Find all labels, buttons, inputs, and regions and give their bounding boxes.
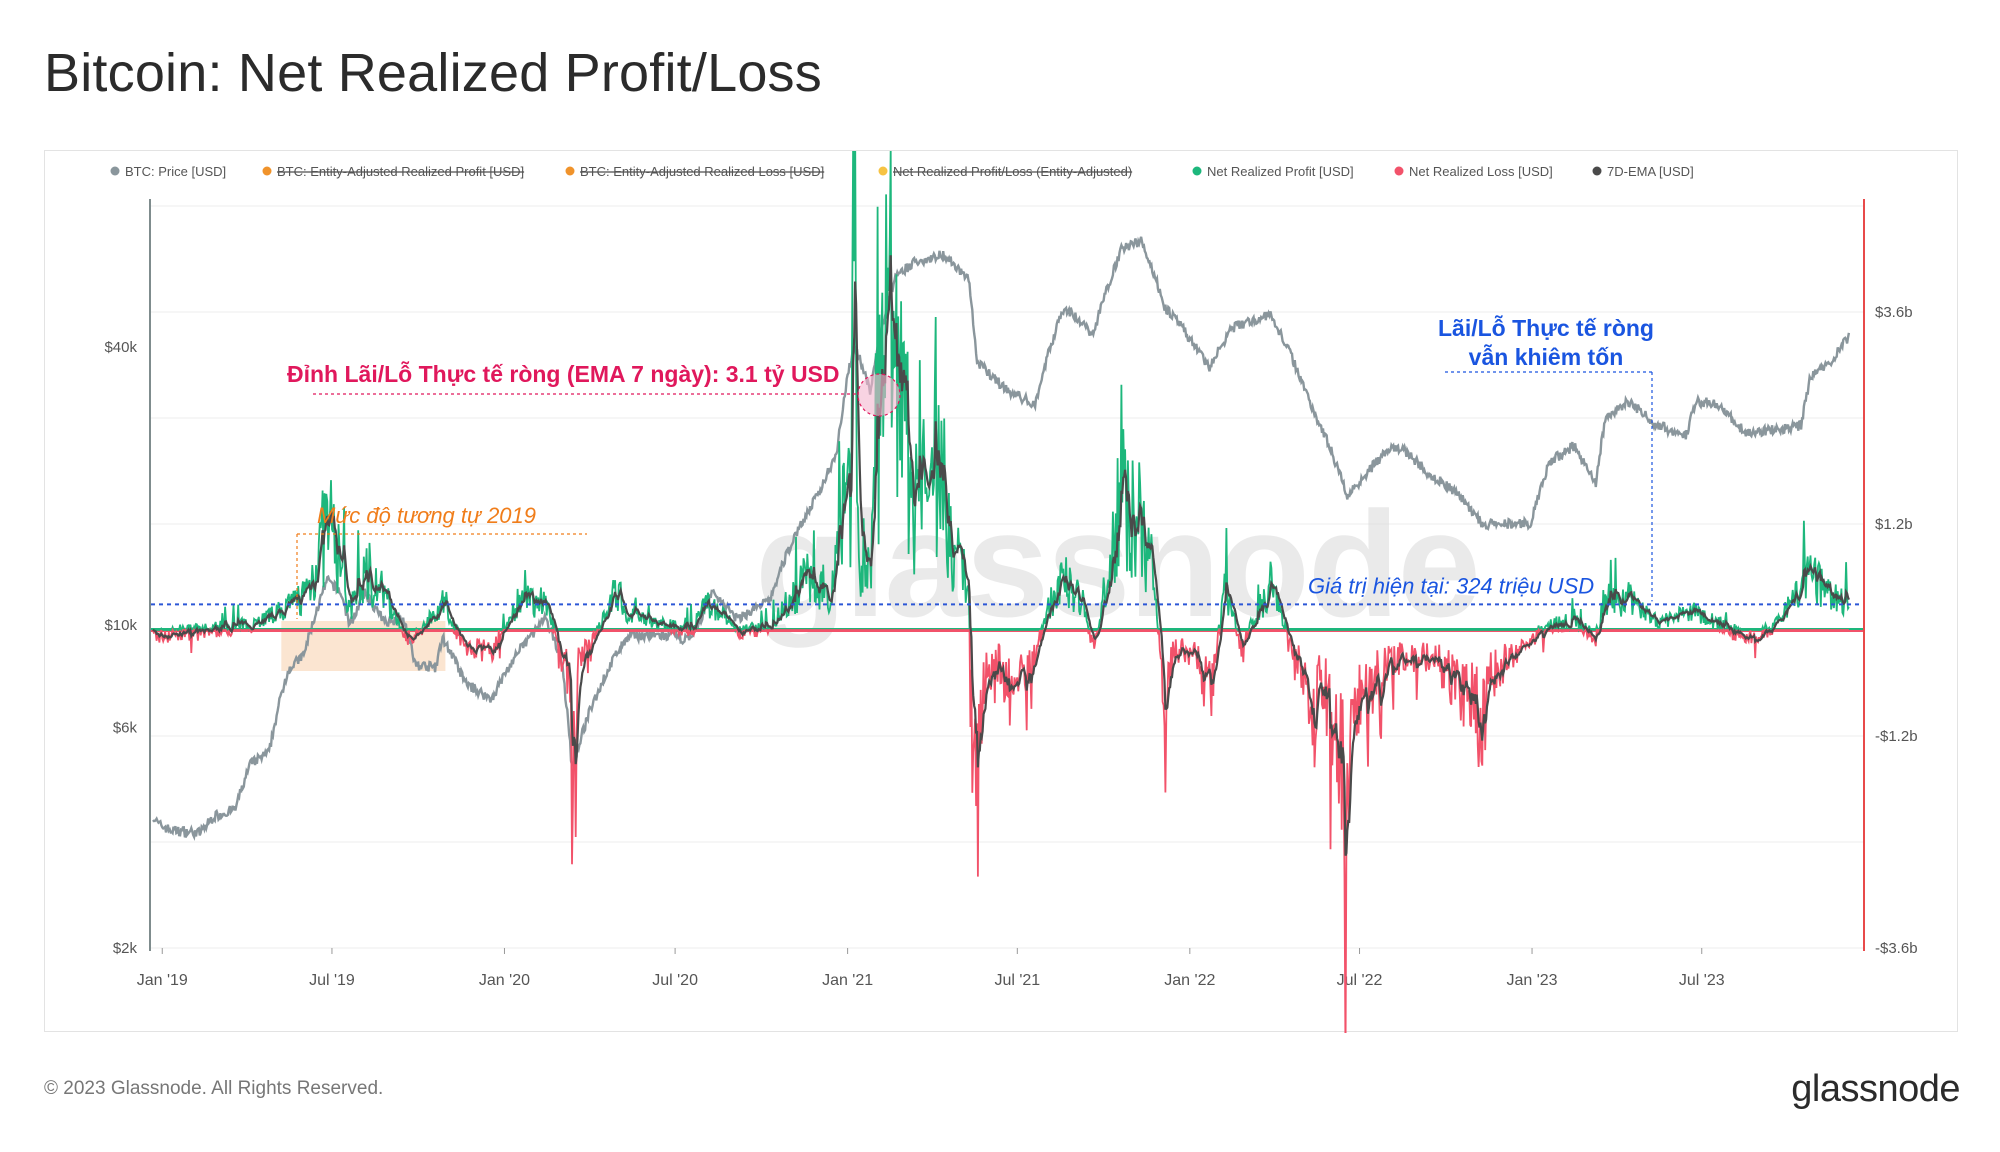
x-axis-tick-label: Jan '23 (1506, 972, 1557, 989)
x-axis-tick-label: Jan '19 (137, 972, 188, 989)
x-axis-tick-label: Jul '20 (652, 972, 698, 989)
annotation-peak-text: Đỉnh Lãi/Lỗ Thực tế ròng (EMA 7 ngày): 3… (287, 360, 840, 387)
legend-label: 7D-EMA [USD] (1607, 164, 1694, 179)
legend-swatch (1394, 166, 1404, 176)
legend-item[interactable]: 7D-EMA [USD] (1592, 164, 1694, 179)
legend-item[interactable]: BTC: Entity-Adjusted Realized Profit [US… (262, 164, 525, 179)
x-axis-tick-label: Jan '22 (1164, 972, 1215, 989)
copyright-text: © 2023 Glassnode. All Rights Reserved. (44, 1078, 384, 1099)
legend-item[interactable]: Net Realized Loss [USD] (1394, 164, 1553, 179)
annotation-peak-marker (857, 373, 901, 417)
legend-swatch (262, 166, 272, 176)
series-line-7d-ema (152, 255, 1850, 856)
legend-label: BTC: Entity-Adjusted Realized Profit [US… (277, 164, 524, 179)
legend-item[interactable]: Net Realized Profit/Loss (Entity-Adjuste… (878, 164, 1133, 179)
annotation-current-value-text: Giá trị hiện tại: 324 triệu USD (1308, 573, 1594, 598)
legend-label: Net Realized Profit/Loss (Entity-Adjuste… (893, 164, 1132, 179)
left-axis-tick-label: $6k (113, 720, 138, 737)
legend-label: Net Realized Loss [USD] (1409, 164, 1553, 179)
legend-item[interactable]: Net Realized Profit [USD] (1192, 164, 1354, 179)
legend-swatch (1592, 166, 1602, 176)
legend-swatch (565, 166, 575, 176)
legend-label: BTC: Price [USD] (125, 164, 226, 179)
right-axis-tick-label: -$3.6b (1875, 940, 1918, 957)
x-axis-tick-label: Jan '20 (479, 972, 530, 989)
annotation-modest-text-line2: vẫn khiêm tốn (1469, 343, 1624, 370)
x-axis-tick-label: Jul '23 (1679, 972, 1725, 989)
right-axis-tick-label: -$1.2b (1875, 728, 1918, 745)
x-axis-tick-label: Jul '21 (994, 972, 1040, 989)
right-axis-tick-label: $1.2b (1875, 516, 1913, 533)
series-line-net-realized-loss (152, 626, 1849, 1033)
legend-item[interactable]: BTC: Entity-Adjusted Realized Loss [USD] (565, 164, 825, 179)
page-title: Bitcoin: Net Realized Profit/Loss (44, 43, 822, 103)
legend-swatch (1192, 166, 1202, 176)
annotation-modest-text-line1: Lãi/Lỗ Thực tế ròng (1438, 314, 1654, 341)
x-axis-tick-label: Jul '19 (309, 972, 355, 989)
left-axis-tick-label: $10k (104, 617, 137, 634)
legend-label: Net Realized Profit [USD] (1207, 164, 1354, 179)
glassnode-logo: glassnode (1791, 1068, 1960, 1110)
left-axis-tick-label: $2k (113, 940, 138, 957)
chart-frame: glassnode $2k $6k $10k $40k $3.6b $1.2b -$1.2b -… (44, 150, 1958, 1033)
right-axis-tick-label: $3.6b (1875, 304, 1913, 321)
x-axis-tick-label: Jul '22 (1337, 972, 1383, 989)
legend-swatch (878, 166, 888, 176)
chart-canvas: glassnode$2k$6k$10k$40k$3.6b$1.2b-$1.2b-… (104, 151, 1918, 1033)
left-axis-tick-label: $40k (104, 339, 137, 356)
legend-item[interactable]: BTC: Price [USD] (110, 164, 227, 179)
series-line-btc-price (152, 236, 1851, 841)
legend-label: BTC: Entity-Adjusted Realized Loss [USD] (580, 164, 824, 179)
annotation-2019-text: Mức độ tương tự 2019 (317, 503, 536, 528)
legend-swatch (110, 166, 120, 176)
x-axis-tick-label: Jan '21 (822, 972, 873, 989)
